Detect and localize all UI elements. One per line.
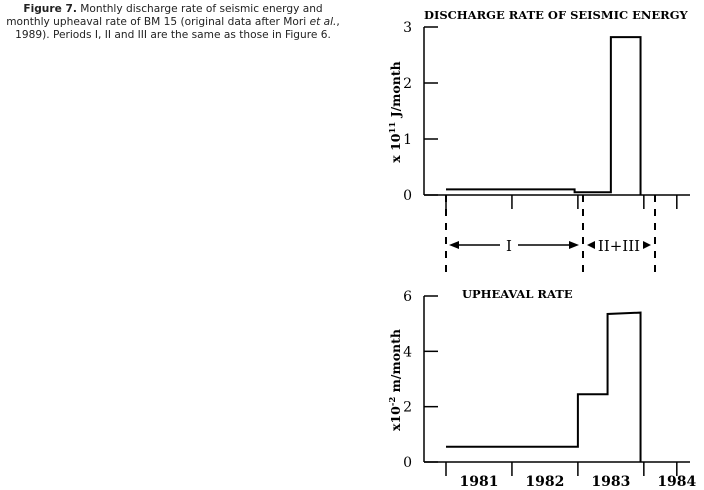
discharge-chart: DISCHARGE RATE OF SEISMIC ENERGY x 1011 …: [388, 8, 690, 209]
upheaval-axes: [423, 296, 690, 476]
upheaval-x-tick-label: 1984: [657, 474, 696, 490]
discharge-y-tick-label: 1: [403, 132, 412, 148]
upheaval-chart-title: UPHEAVAL RATE: [462, 287, 573, 301]
discharge-series-line: [446, 36, 642, 195]
period-23-label: II+III: [598, 237, 640, 255]
upheaval-y-tick-label: 4: [403, 344, 412, 360]
discharge-y-tick-label: 3: [403, 20, 412, 36]
upheaval-y-ticks: 0 2 4 6: [403, 289, 438, 471]
period-23-arrowhead-left: [587, 241, 595, 249]
period-1-arrowhead-left: [449, 241, 459, 249]
period-1-arrowhead-right: [569, 241, 579, 249]
upheaval-x-ticks: 1981 1982 1983 1984: [459, 474, 696, 490]
period-markers: I II+III: [445, 195, 656, 272]
upheaval-series-line: [446, 311, 642, 462]
discharge-y-ticks: 0 1 2 3: [403, 20, 438, 204]
upheaval-y-axis-label: x10-2 m/month: [388, 329, 403, 431]
upheaval-x-tick-label: 1981: [459, 474, 498, 490]
caption-text-1: Monthly discharge rate of seismic energy…: [6, 3, 323, 28]
figure-caption: Figure 7. Monthly discharge rate of seis…: [4, 3, 342, 42]
caption-etal: et al.: [309, 16, 337, 28]
caption-text-2: , 1989). Periods I, II and III are the s…: [15, 16, 340, 41]
discharge-y-tick-label: 0: [403, 188, 412, 204]
period-1-label: I: [506, 237, 512, 255]
discharge-chart-title: DISCHARGE RATE OF SEISMIC ENERGY: [424, 8, 689, 22]
period-23-arrowhead-right: [643, 241, 651, 249]
upheaval-x-tick-label: 1982: [525, 474, 564, 490]
figure-label: Figure 7.: [23, 3, 77, 15]
upheaval-y-tick-label: 0: [403, 455, 412, 471]
discharge-y-tick-label: 2: [403, 76, 412, 92]
discharge-y-axis-label: x 1011 J/month: [388, 61, 403, 162]
discharge-axes: [423, 27, 690, 209]
upheaval-y-tick-label: 2: [403, 400, 412, 416]
upheaval-x-tick-label: 1983: [591, 474, 630, 490]
upheaval-y-tick-label: 6: [403, 289, 412, 305]
